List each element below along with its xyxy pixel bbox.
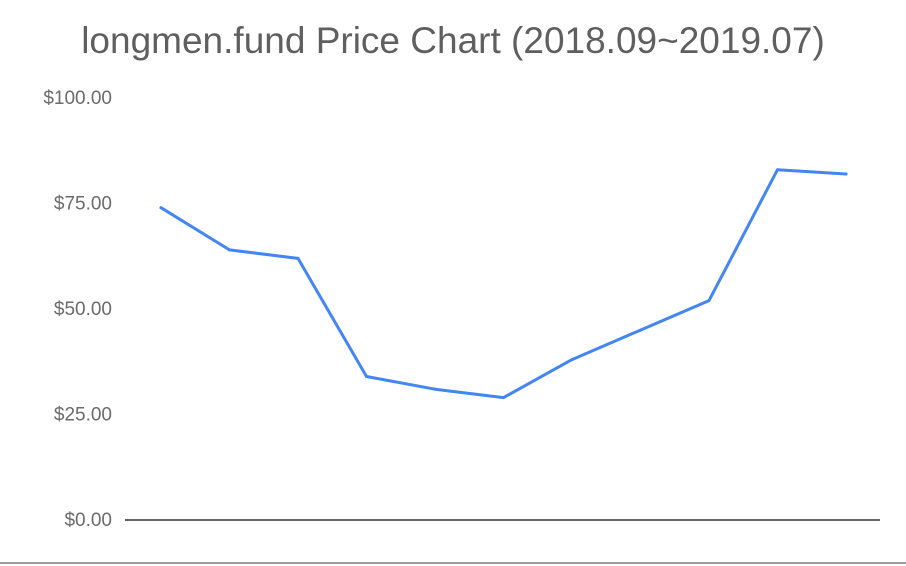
data-point (707, 299, 711, 303)
data-point (844, 172, 848, 176)
y-tick-label: $0.00 (64, 510, 112, 531)
data-point (570, 358, 574, 362)
data-point (365, 375, 368, 379)
data-point (502, 396, 505, 400)
series-line (159, 168, 848, 400)
chart-title: longmen.fund Price Chart (2018.09~2019.0… (81, 20, 825, 61)
data-point (776, 168, 779, 172)
y-tick-label: $75.00 (54, 194, 112, 215)
data-point (296, 256, 300, 260)
y-tick-label: $50.00 (54, 299, 112, 320)
bottom-divider (0, 562, 906, 564)
y-tick-label: $25.00 (54, 405, 112, 426)
y-tick-label: $100.00 (43, 88, 112, 109)
data-point (639, 328, 642, 332)
data-point (228, 248, 231, 252)
data-point (159, 206, 163, 210)
data-point (433, 387, 437, 391)
